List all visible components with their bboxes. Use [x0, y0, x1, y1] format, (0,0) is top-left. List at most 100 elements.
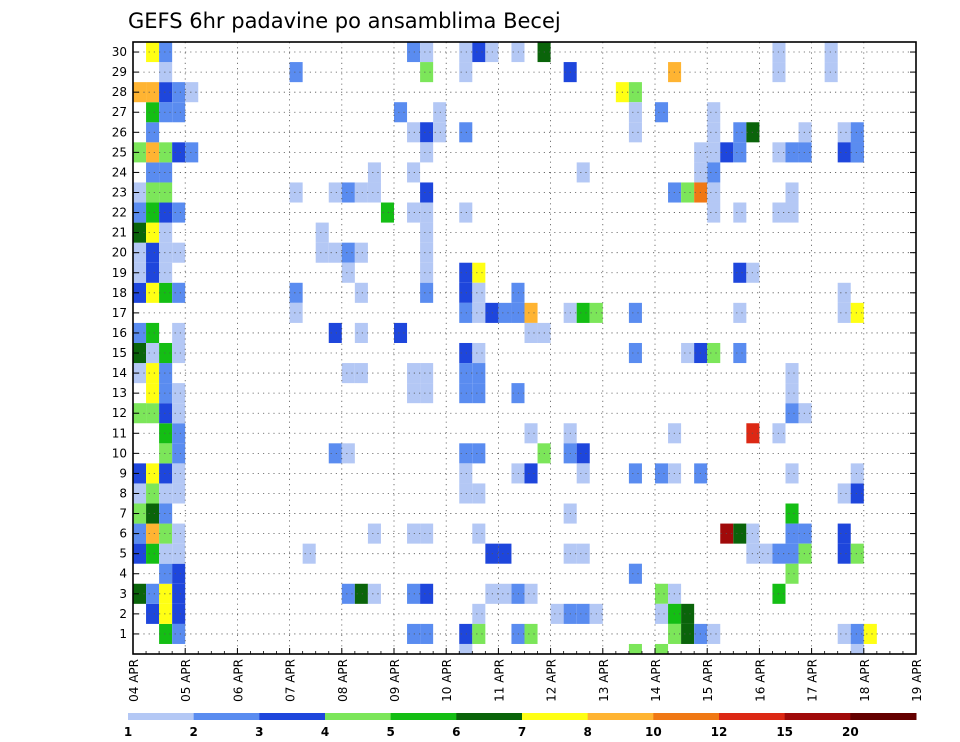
heatmap-cell — [159, 142, 173, 163]
y-tick-label: 18 — [112, 286, 127, 300]
heatmap-cell — [576, 443, 590, 464]
heatmap-cell — [707, 142, 721, 163]
heatmap-cell — [289, 182, 303, 203]
colorbar-label: 3 — [255, 725, 263, 739]
y-tick-label: 21 — [112, 226, 127, 240]
x-tick-label: 13 APR — [597, 659, 611, 702]
heatmap-cell — [628, 342, 642, 364]
y-tick-label: 15 — [112, 346, 127, 360]
x-tick-label: 17 APR — [806, 659, 820, 702]
heatmap-cell — [133, 363, 147, 384]
heatmap-cell — [550, 603, 564, 624]
colorbar-segment — [325, 713, 392, 720]
heatmap-cell — [172, 322, 186, 343]
y-tick-label: 6 — [119, 527, 127, 541]
heatmap-cell — [459, 302, 473, 323]
heatmap-cell — [733, 202, 747, 223]
heatmap-cell — [328, 242, 342, 263]
y-tick-label: 28 — [112, 85, 127, 99]
heatmap-cell — [576, 302, 590, 323]
heatmap-cell — [328, 443, 342, 464]
y-tick-label: 27 — [112, 105, 127, 119]
heatmap-cell — [785, 383, 799, 404]
y-tick-label: 13 — [112, 386, 127, 400]
heatmap-cell — [472, 342, 486, 364]
heatmap-cell — [172, 403, 186, 424]
heatmap-cell — [472, 443, 486, 464]
heatmap-cell — [146, 202, 160, 223]
heatmap-cells — [133, 42, 877, 654]
y-tick-label: 9 — [119, 466, 127, 480]
heatmap-cell — [420, 282, 434, 303]
heatmap-cell — [472, 383, 486, 404]
heatmap-cell — [146, 82, 160, 103]
heatmap-cell — [628, 302, 642, 323]
heatmap-cell — [850, 302, 864, 323]
gridlines — [133, 42, 916, 654]
heatmap-cell — [837, 142, 851, 163]
heatmap-cell — [459, 443, 473, 464]
heatmap-cell — [524, 423, 538, 444]
heatmap-cell — [380, 202, 394, 223]
heatmap-cell — [341, 443, 355, 464]
heatmap-cell — [328, 182, 342, 203]
y-tick-label: 4 — [119, 567, 127, 581]
x-tick-label: 18 APR — [858, 659, 872, 702]
heatmap-cell — [159, 162, 173, 183]
colorbar-label: 20 — [842, 725, 859, 739]
heatmap-cell — [159, 182, 173, 203]
heatmap-cell — [733, 302, 747, 323]
heatmap-cell — [433, 102, 447, 123]
heatmap-cell — [172, 623, 186, 644]
heatmap-cell — [159, 202, 173, 223]
heatmap-cell — [172, 543, 186, 564]
heatmap-cell — [146, 282, 160, 303]
heatmap-cell — [707, 342, 721, 364]
heatmap-cell — [498, 583, 512, 604]
heatmap-cell — [420, 42, 434, 63]
heatmap-cell — [681, 623, 695, 644]
heatmap-cell — [185, 142, 199, 163]
heatmap-cell — [172, 383, 186, 404]
heatmap-cell — [407, 202, 421, 223]
heatmap-cell — [837, 302, 851, 323]
y-tick-label: 23 — [112, 185, 127, 199]
heatmap-cell — [420, 142, 434, 163]
heatmap-cell — [159, 443, 173, 464]
heatmap-cell — [133, 543, 147, 564]
heatmap-cell — [133, 583, 147, 604]
y-tick-label: 1 — [119, 627, 127, 641]
heatmap-cell — [472, 483, 486, 504]
x-tick-label: 12 APR — [545, 659, 559, 702]
heatmap-cell — [159, 262, 173, 283]
colorbar-segment — [653, 713, 720, 720]
y-tick-label: 7 — [119, 507, 127, 521]
heatmap-cell — [798, 403, 812, 424]
heatmap-cell — [785, 363, 799, 384]
heatmap-cell — [407, 623, 421, 644]
y-tick-label: 17 — [112, 306, 127, 320]
heatmap-cell — [159, 342, 173, 364]
heatmap-cell — [394, 322, 408, 343]
heatmap-cell — [459, 282, 473, 303]
x-axis-ticks: 04 APR 05 APR 06 APR 07 APR 08 APR 09 APR 10 A… — [127, 648, 924, 702]
colorbar-segment — [193, 713, 260, 720]
heatmap-cell — [407, 523, 421, 544]
heatmap-cell — [354, 182, 368, 203]
x-tick-label: 16 APR — [753, 659, 767, 702]
heatmap-cell — [367, 523, 381, 544]
heatmap-cell — [159, 463, 173, 484]
heatmap-cell — [133, 182, 147, 203]
heatmap-cell — [159, 383, 173, 404]
heatmap-cell — [459, 623, 473, 644]
colorbar-label: 1 — [124, 725, 132, 739]
x-tick-label: 07 APR — [284, 659, 298, 702]
heatmap-cell — [850, 122, 864, 143]
y-tick-label: 2 — [119, 607, 127, 621]
heatmap-cell — [628, 563, 642, 584]
heatmap-cell — [420, 202, 434, 223]
heatmap-cell — [146, 523, 160, 544]
heatmap-cell — [459, 202, 473, 223]
heatmap-cell — [146, 603, 160, 624]
heatmap-cell — [707, 162, 721, 183]
